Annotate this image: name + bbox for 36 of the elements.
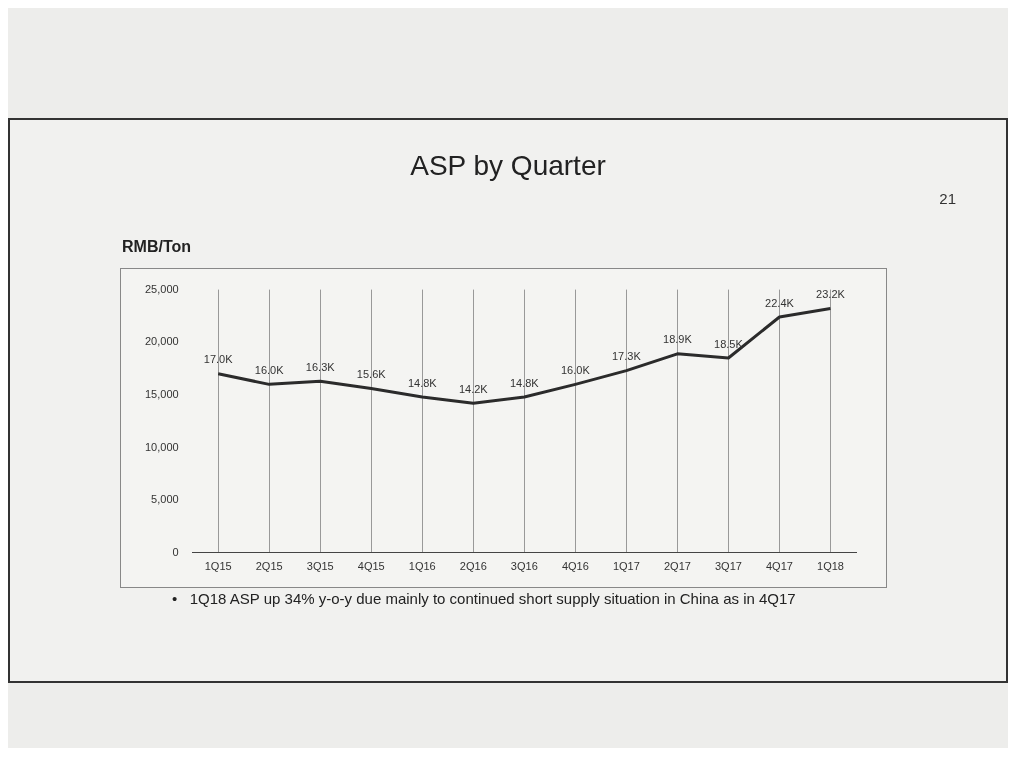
data-label: 23.2K bbox=[816, 288, 846, 301]
data-label: 22.4K bbox=[765, 296, 795, 309]
data-label: 18.5K bbox=[714, 337, 744, 350]
chart-title: ASP by Quarter bbox=[409, 150, 607, 182]
text: 21 bbox=[939, 190, 956, 207]
data-label: 15.6K bbox=[356, 368, 387, 381]
data-label: 14.8K bbox=[407, 376, 438, 389]
y-tick-label: 15,000 bbox=[144, 387, 179, 400]
data-label: 16.0K bbox=[254, 363, 285, 376]
y-tick-label: 10,000 bbox=[144, 440, 179, 453]
x-tick-label: 4Q17 bbox=[766, 560, 793, 573]
data-label: 17.3K bbox=[612, 350, 642, 363]
y-tick-label: 0 bbox=[172, 545, 179, 558]
data-label: 16.0K bbox=[560, 363, 591, 376]
data-label: 16.3K bbox=[305, 360, 336, 373]
data-label: 18.9K bbox=[663, 333, 693, 346]
y-tick-label: 5,000 bbox=[151, 493, 179, 506]
data-label: 14.2K bbox=[458, 382, 489, 395]
data-label: 17.0K bbox=[203, 353, 234, 366]
text: • 1Q18 ASP up 34% y-o-y due mainly to continued short supply situation in China as in 4Q17 bbox=[172, 590, 796, 607]
x-tick-label: 1Q17 bbox=[612, 560, 640, 573]
x-tick-label: 4Q15 bbox=[357, 560, 385, 573]
x-tick-label: 1Q16 bbox=[408, 560, 436, 573]
x-tick-label: 3Q17 bbox=[714, 560, 742, 573]
x-tick-label: 1Q18 bbox=[817, 560, 844, 573]
data-label: 14.8K bbox=[509, 376, 540, 389]
x-tick-label: 3Q16 bbox=[510, 560, 538, 573]
x-tick-label: 2Q17 bbox=[663, 560, 691, 573]
y-axis-title: RMB/Ton bbox=[122, 238, 192, 256]
x-tick-label: 4Q16 bbox=[561, 560, 589, 573]
x-tick-label: 2Q15 bbox=[255, 560, 283, 573]
x-tick-label: 3Q15 bbox=[306, 560, 334, 573]
y-tick-label: 25,000 bbox=[144, 282, 179, 295]
y-tick-label: 20,000 bbox=[144, 335, 179, 348]
x-tick-label: 2Q16 bbox=[459, 560, 487, 573]
x-tick-label: 1Q15 bbox=[204, 560, 232, 573]
